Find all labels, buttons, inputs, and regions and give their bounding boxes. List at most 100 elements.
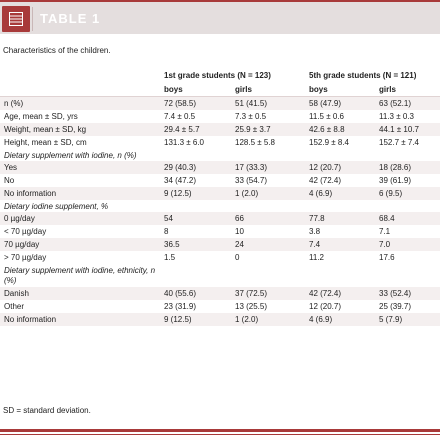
table-cell: 37 (72.5) bbox=[231, 287, 305, 300]
row-label: No information bbox=[0, 313, 160, 326]
row-label: Other bbox=[4, 302, 25, 311]
table-cell: 1.5 bbox=[164, 253, 176, 262]
row-label: > 70 µg/day bbox=[4, 253, 47, 262]
section-row: Dietary supplement with iodine, ethnicit… bbox=[0, 264, 440, 287]
group-header-row: 1st grade students (N = 123) 5th grade s… bbox=[0, 68, 440, 82]
table-cell: 11.3 ± 0.3 bbox=[379, 112, 414, 121]
table-cell: 42.6 ± 8.8 bbox=[305, 123, 375, 136]
table-cell: 18 (28.6) bbox=[375, 161, 440, 174]
table-cell: 6 (9.5) bbox=[375, 187, 440, 200]
subheader-row: boys girls boys girls bbox=[0, 82, 440, 97]
table-row: < 70 µg/day 8 10 3.8 7.1 bbox=[0, 225, 440, 238]
table-cell: 25 (39.7) bbox=[379, 302, 412, 311]
table-cell: 5 (7.9) bbox=[375, 313, 440, 326]
table-cell: 12 (20.7) bbox=[305, 161, 375, 174]
table-cell: 54 bbox=[160, 212, 231, 225]
section-empty-cell bbox=[375, 264, 440, 287]
section-empty-cell bbox=[305, 264, 375, 287]
table-cell: 33 (52.4) bbox=[375, 287, 440, 300]
table-row: Yes 29 (40.3) 17 (33.3) 12 (20.7) 18 (28.6) bbox=[0, 161, 440, 174]
row-label: Weight, mean ± SD, kg bbox=[0, 123, 160, 136]
row-label: Danish bbox=[0, 287, 160, 300]
table-cell: 33 (54.7) bbox=[235, 176, 268, 185]
table-footnote: SD = standard deviation. bbox=[3, 406, 91, 415]
table-cell: 58 (47.9) bbox=[305, 96, 375, 110]
group-header-5th-grade: 5th grade students (N = 121) bbox=[309, 70, 417, 80]
table-cell: 1 (2.0) bbox=[231, 313, 305, 326]
table-cell: 0 bbox=[235, 253, 240, 262]
table-cell: 72 (58.5) bbox=[160, 96, 231, 110]
table-row: Other 23 (31.9) 13 (25.5) 12 (20.7) 25 (39.7… bbox=[0, 300, 440, 313]
characteristics-table: 1st grade students (N = 123) 5th grade s… bbox=[0, 68, 440, 326]
table-cell: 152.7 ± 7.4 bbox=[379, 138, 419, 147]
table-cell: 24 bbox=[231, 238, 305, 251]
row-label: 0 µg/day bbox=[0, 212, 160, 225]
table-row: Age, mean ± SD, yrs 7.4 ± 0.5 7.3 ± 0.5 11.… bbox=[0, 110, 440, 123]
table-cell: 51 (41.5) bbox=[231, 96, 305, 110]
table-cell: 40 (55.6) bbox=[160, 287, 231, 300]
row-label: No information bbox=[0, 187, 160, 200]
table-cell: 44.1 ± 10.7 bbox=[375, 123, 440, 136]
table-header-band: TABLE 1 bbox=[0, 0, 440, 34]
section-row: Dietary supplement with iodine, n (%) bbox=[0, 149, 440, 161]
bottom-accent-line bbox=[0, 434, 440, 435]
bottom-accent-bar bbox=[0, 429, 440, 432]
row-label: < 70 µg/day bbox=[4, 227, 47, 236]
row-label: n (%) bbox=[0, 96, 160, 110]
table-cell: 11.5 ± 0.6 bbox=[309, 112, 344, 121]
table-row: 70 µg/day 36.5 24 7.4 7.0 bbox=[0, 238, 440, 251]
group-header-1st-grade: 1st grade students (N = 123) bbox=[164, 70, 271, 80]
row-label: Height, mean ± SD, cm bbox=[4, 138, 87, 147]
table-cell: 3.8 bbox=[309, 227, 321, 236]
table-row: n (%) 72 (58.5) 51 (41.5) 58 (47.9) 63 (52.1… bbox=[0, 96, 440, 110]
subheader-girls-5th: girls bbox=[375, 82, 440, 97]
row-label: Yes bbox=[0, 161, 160, 174]
subheader-girls-1st: girls bbox=[231, 82, 305, 97]
table-cell: 63 (52.1) bbox=[375, 96, 440, 110]
header-blank bbox=[0, 68, 160, 82]
table-cell: 42 (72.4) bbox=[309, 176, 342, 185]
table-row: Danish 40 (55.6) 37 (72.5) 42 (72.4) 33 (52.… bbox=[0, 287, 440, 300]
table-cell: 68.4 bbox=[375, 212, 440, 225]
table-cell: 4 (6.9) bbox=[305, 313, 375, 326]
table-cell: 42 (72.4) bbox=[305, 287, 375, 300]
row-label: 70 µg/day bbox=[0, 238, 160, 251]
table-cell: 4 (6.9) bbox=[305, 187, 375, 200]
table-icon bbox=[2, 6, 30, 32]
table-caption: Characteristics of the children. bbox=[3, 46, 111, 55]
table-row: 0 µg/day 54 66 77.8 68.4 bbox=[0, 212, 440, 225]
table-cell: 10 bbox=[235, 227, 244, 236]
table-cell: 7.0 bbox=[375, 238, 440, 251]
table-title: TABLE 1 bbox=[40, 11, 101, 26]
table-cell: 7.4 ± 0.5 bbox=[164, 112, 196, 121]
table-cell: 17.6 bbox=[379, 253, 395, 262]
row-label: Age, mean ± SD, yrs bbox=[4, 112, 78, 121]
table-cell: 131.3 ± 6.0 bbox=[164, 138, 204, 147]
section-row: Dietary iodine supplement, % bbox=[0, 200, 440, 212]
table-cell: 66 bbox=[231, 212, 305, 225]
subheader-boys-1st: boys bbox=[160, 82, 231, 97]
section-empty-cell bbox=[160, 264, 231, 287]
table-row: No 34 (47.2) 33 (54.7) 42 (72.4) 39 (61.9) bbox=[0, 174, 440, 187]
table-cell: 25.9 ± 3.7 bbox=[231, 123, 305, 136]
subheader-boys-5th: boys bbox=[305, 82, 375, 97]
table-cell: 9 (12.5) bbox=[160, 313, 231, 326]
table-cell: 9 (12.5) bbox=[160, 187, 231, 200]
section-label: Dietary supplement with iodine, n (%) bbox=[4, 150, 137, 160]
table-row: Weight, mean ± SD, kg 29.4 ± 5.7 25.9 ± 3.… bbox=[0, 123, 440, 136]
table-body: n (%) 72 (58.5) 51 (41.5) 58 (47.9) 63 (52.1… bbox=[0, 96, 440, 326]
table-cell: 7.3 ± 0.5 bbox=[235, 112, 267, 121]
table-cell: 12 (20.7) bbox=[309, 302, 342, 311]
section-label: Dietary supplement with iodine, ethnicit… bbox=[4, 265, 156, 285]
table-cell: 36.5 bbox=[160, 238, 231, 251]
table-cell: 128.5 ± 5.8 bbox=[235, 138, 275, 147]
table-cell: 39 (61.9) bbox=[379, 176, 412, 185]
table-cell: 8 bbox=[164, 227, 169, 236]
table-row: No information 9 (12.5) 1 (2.0) 4 (6.9) 5 (7… bbox=[0, 313, 440, 326]
section-empty-cell bbox=[231, 264, 305, 287]
row-label: No bbox=[4, 176, 15, 185]
table-cell: 7.4 bbox=[305, 238, 375, 251]
table-row: Height, mean ± SD, cm 131.3 ± 6.0 128.5 ± … bbox=[0, 136, 440, 149]
table-cell: 29.4 ± 5.7 bbox=[160, 123, 231, 136]
table-cell: 7.1 bbox=[379, 227, 391, 236]
